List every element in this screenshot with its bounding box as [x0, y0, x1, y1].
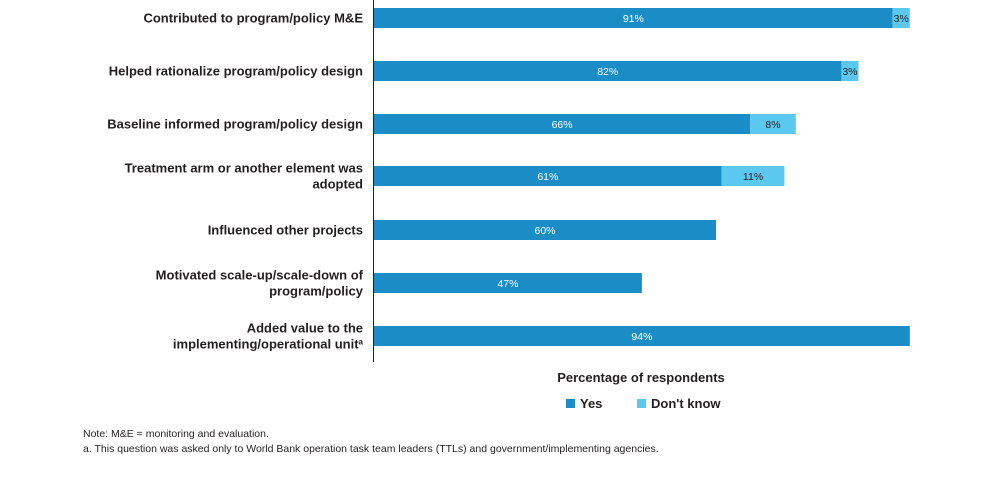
data-label-yes: 94%	[631, 331, 652, 343]
category-label: Treatment arm or another element was	[125, 161, 363, 176]
bar-dont-know	[892, 8, 910, 28]
data-label-yes: 61%	[537, 171, 558, 183]
category-label: program/policy	[269, 284, 364, 299]
category-label: Contributed to program/policy M&E	[143, 11, 363, 26]
legend-swatch-dont-know	[637, 399, 646, 408]
bar-dont-know	[841, 61, 859, 81]
note-footnote-a: a. This question was asked only to World…	[83, 443, 659, 455]
category-label: Baseline informed program/policy design	[107, 117, 363, 132]
category-label: implementing/operational unita	[173, 337, 364, 352]
bar-yes	[374, 166, 722, 186]
note-abbreviation: Note: M&E = monitoring and evaluation.	[83, 428, 269, 440]
legend-label-dont-know: Don't know	[651, 396, 721, 411]
bar-yes	[374, 326, 910, 346]
category-labels-layer: Contributed to program/policy M&E Helped …	[107, 11, 363, 352]
bar-dont-know	[721, 166, 785, 186]
category-label: Influenced other projects	[208, 223, 363, 238]
data-label-yes: 91%	[623, 13, 644, 25]
legend: Yes Don't know	[566, 396, 721, 411]
bar-yes	[374, 273, 642, 293]
bar-dont-know	[750, 114, 796, 134]
data-label-yes: 60%	[534, 225, 555, 237]
data-label-yes: 47%	[497, 278, 518, 290]
x-axis-label: Percentage of respondents	[557, 370, 725, 385]
footnote-marker: a	[359, 337, 364, 346]
bar-yes	[374, 61, 842, 81]
data-label-dont-know: 8%	[765, 119, 780, 131]
chart-notes: Note: M&E = monitoring and evaluation. a…	[83, 427, 659, 457]
bar-yes	[374, 220, 716, 240]
data-label-yes: 66%	[552, 119, 573, 131]
category-label: adopted	[312, 177, 363, 192]
category-label: Helped rationalize program/policy design	[109, 64, 363, 79]
data-label-dont-know: 3%	[894, 13, 909, 25]
category-label: Motivated scale-up/scale-down of	[156, 268, 364, 283]
category-label: Added value to the	[247, 321, 363, 336]
data-label-dont-know: 3%	[842, 66, 857, 78]
data-label-yes: 82%	[597, 66, 618, 78]
legend-swatch-yes	[566, 399, 575, 408]
bar-yes	[374, 114, 751, 134]
data-label-dont-know: 11%	[743, 171, 763, 183]
bars-layer: 91% 3% 82% 3% 66% 8% 61% 11% 60% 47% 94%	[374, 8, 910, 346]
bar-yes	[374, 8, 893, 28]
legend-label-yes: Yes	[580, 396, 602, 411]
